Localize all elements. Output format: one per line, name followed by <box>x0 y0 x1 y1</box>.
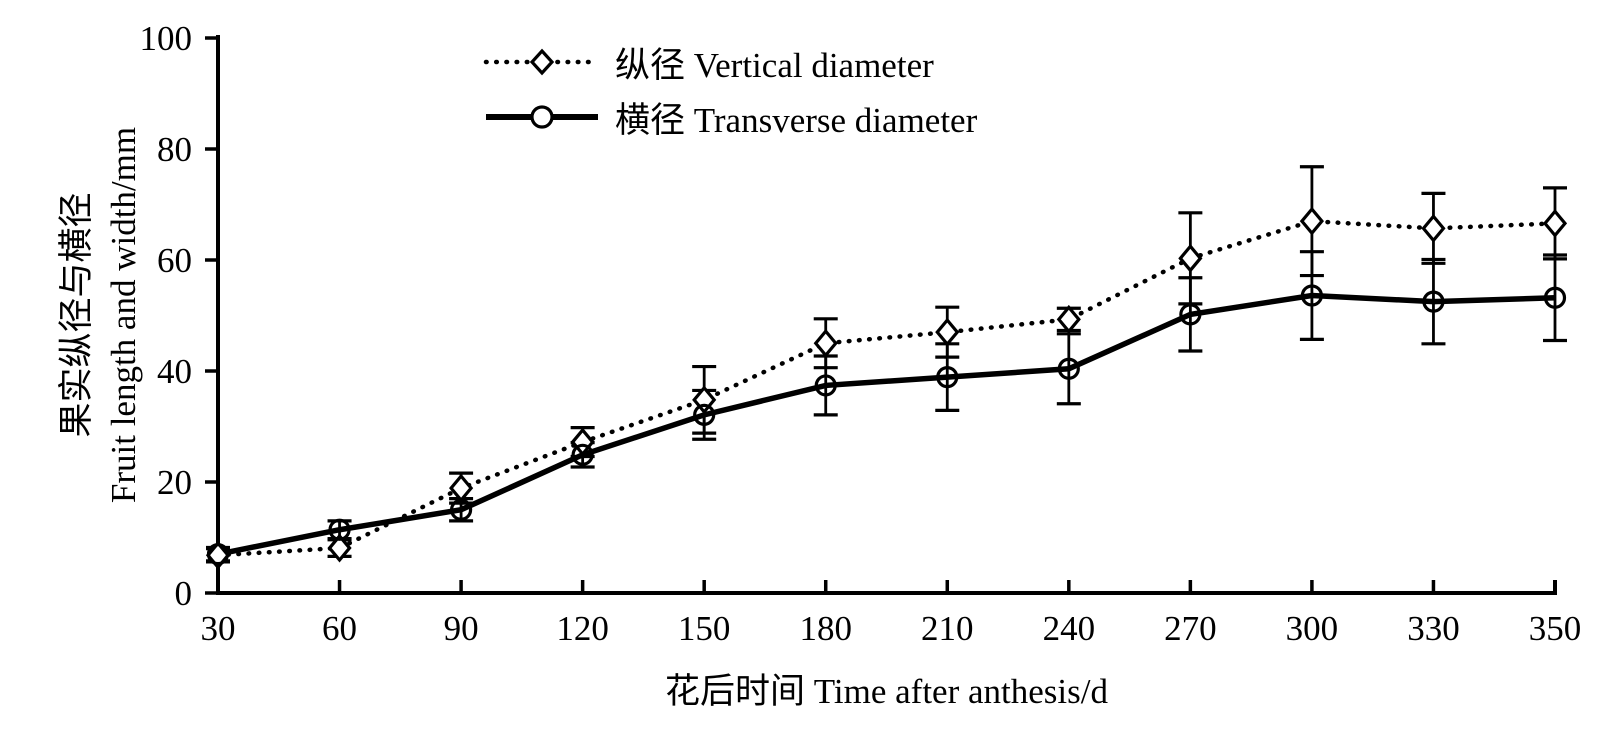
error-bars-diamond <box>206 165 1567 564</box>
x-axis-ticks: 30 60 90 120 150 180 210 240 270 300 330 350 <box>201 580 1582 648</box>
y-tick-label: 20 <box>157 463 192 502</box>
x-tick-label: 30 <box>201 609 236 648</box>
y-tick-label: 40 <box>157 352 192 391</box>
marker-diamond <box>327 533 352 563</box>
y-axis-ticks: 0 20 40 60 80 100 <box>140 19 218 613</box>
marker-circle <box>814 374 837 397</box>
marker-circle <box>1300 284 1324 307</box>
x-tick-label: 90 <box>444 609 479 648</box>
y-axis-title-en: Fruit length and width/mm <box>104 126 143 504</box>
legend: 纵径 Vertical diameter 横径 Transverse diame… <box>483 38 977 148</box>
y-tick-label: 80 <box>157 130 192 169</box>
legend-item-vertical: 纵径 Vertical diameter <box>483 38 977 86</box>
marker-diamond <box>1542 208 1568 238</box>
solid-circle-legend-icon <box>486 105 598 129</box>
x-tick-label: 270 <box>1164 609 1217 648</box>
markers-diamond <box>205 206 1568 570</box>
x-axis-title: 花后时间 Time after anthesis/d <box>665 672 1108 711</box>
marker-diamond <box>449 473 474 503</box>
legend-item-transverse: 横径 Transverse diameter <box>483 93 977 141</box>
marker-circle <box>936 366 959 389</box>
marker-diamond <box>935 317 960 347</box>
marker-diamond <box>1178 243 1203 273</box>
x-tick-label: 350 <box>1529 609 1582 648</box>
marker-circle <box>571 443 594 466</box>
marker-circle <box>206 543 230 566</box>
marker-diamond <box>813 328 838 358</box>
marker-diamond <box>1056 304 1081 334</box>
y-tick-label: 60 <box>157 241 192 280</box>
x-tick-label: 240 <box>1043 609 1096 648</box>
y-tick-label: 0 <box>175 574 193 613</box>
x-tick-label: 300 <box>1286 609 1339 648</box>
marker-diamond <box>1299 206 1324 236</box>
y-axis-title: 果实纵径与横径 Fruit length and width/mm <box>53 5 147 625</box>
series-line-transverse <box>217 292 1556 557</box>
x-tick-label: 210 <box>921 609 974 648</box>
dotted-diamond-legend-icon <box>483 48 601 76</box>
marker-circle <box>1422 290 1445 313</box>
marker-circle <box>693 403 716 426</box>
axis-lines <box>216 35 1557 595</box>
legend-label-vertical: 纵径 Vertical diameter <box>615 45 934 85</box>
marker-circle <box>1179 303 1202 326</box>
x-tick-label: 150 <box>678 609 731 648</box>
x-tick-label: 60 <box>322 609 357 648</box>
x-tick-label: 120 <box>556 609 609 648</box>
series-line-vertical <box>215 218 1558 558</box>
marker-diamond <box>1421 213 1446 243</box>
marker-circle <box>449 498 473 521</box>
markers-circle <box>206 284 1567 566</box>
y-tick-label: 100 <box>140 19 193 58</box>
marker-circle <box>1543 286 1567 309</box>
x-tick-label: 180 <box>799 609 852 648</box>
y-axis-title-zh: 果实纵径与横径 <box>57 192 96 438</box>
x-tick-label: 330 <box>1407 609 1460 648</box>
marker-circle <box>1057 357 1080 380</box>
marker-circle <box>328 518 351 541</box>
legend-label-transverse: 横径 Transverse diameter <box>615 100 978 140</box>
